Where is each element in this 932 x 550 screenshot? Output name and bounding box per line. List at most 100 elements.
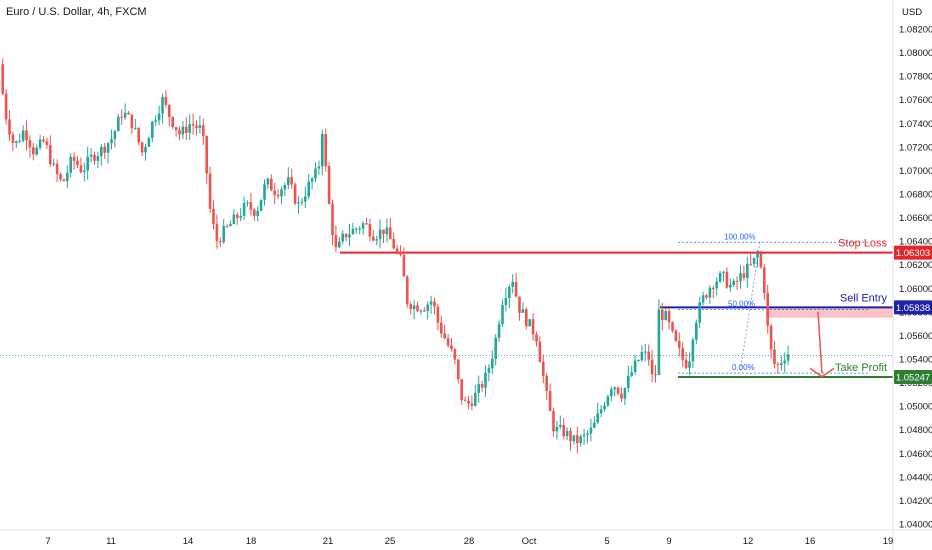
candle-body [239,215,242,218]
candle-body [246,202,249,204]
candle-body [637,360,640,362]
candle-body [164,97,168,105]
candle-body [684,359,688,368]
candle-body [647,351,650,360]
candle-body [630,372,633,376]
candle-body [695,322,698,340]
candle-body [674,330,678,341]
candle-body [620,393,623,399]
candle-body [759,253,763,268]
candle-body [242,203,246,216]
candle-body [21,130,25,141]
candle-body [1,64,4,94]
candle-body [123,112,127,118]
candle-body [586,433,589,435]
y-tick-label: 1.05000 [899,402,932,413]
candle-body [436,306,440,323]
level-name-label: Stop Loss [838,238,887,250]
candle-body [722,271,725,273]
candle-body [392,239,395,249]
candle-body [280,189,283,197]
candle-body [423,310,426,312]
candle-body [8,119,11,135]
candle-body [28,140,32,148]
candle-body [355,228,358,230]
candle-body [528,319,531,327]
candle-body [667,311,671,323]
candle-body [331,203,334,236]
candle-body [708,287,712,298]
candle-body [66,172,69,182]
candle-body [657,309,661,376]
candle-body [266,178,270,185]
candle-body [103,146,106,153]
x-tick-label: 25 [385,536,396,547]
candle-body [314,168,317,179]
candle-body [786,354,790,361]
candle-body [249,202,253,210]
candle-body [215,224,219,242]
candle-body [365,223,368,225]
candle-body [83,170,86,173]
candle-body [572,435,576,442]
candle-body [555,426,559,432]
candle-body [610,389,613,397]
candle-body [763,267,766,293]
candle-body [406,276,409,305]
candle-body [725,271,729,288]
candle-body [144,146,147,153]
candle-body [718,272,722,282]
candle-body [395,248,399,252]
x-tick-label: 11 [106,536,116,547]
candle-body [671,322,674,331]
candle-body [477,384,480,393]
candle-body [161,97,164,114]
candle-body [229,224,232,227]
candle-body [225,226,229,228]
candle-body [446,338,450,346]
y-tick-label: 1.06800 [899,190,932,201]
candle-body [769,325,773,350]
candle-body [52,163,55,165]
candle-body [640,352,644,361]
candle-body [137,127,140,143]
candle-body [378,229,382,240]
candle-body [746,263,749,278]
candle-body [304,196,307,202]
candle-body [100,146,103,157]
candle-body [375,239,378,241]
candle-body [701,295,705,303]
x-tick-label: 18 [246,536,257,547]
candle-body [297,202,300,204]
candle-body [491,358,494,369]
candle-body [15,141,18,143]
y-tick-label: 1.06000 [899,284,932,295]
candle-body [341,233,344,242]
candle-body [494,337,497,359]
candle-body [576,435,579,444]
candle-body [497,324,501,338]
candle-body [525,309,528,327]
candle-body [38,139,42,148]
candle-body [433,301,436,307]
candle-body [181,126,185,135]
candle-body [419,310,423,312]
candle-body [140,142,144,153]
level-name-label: Take Profit [835,362,887,374]
y-tick-label: 1.04000 [899,520,932,531]
candle-body [188,124,191,133]
candle-body [480,384,484,388]
candle-body [212,208,215,225]
candle-body [253,209,256,216]
price-tag-label: 1.05247 [896,373,930,384]
candle-body [732,280,735,285]
price-tag [894,245,932,260]
candle-body [157,113,161,121]
candle-body [117,116,120,132]
candle-body [443,333,446,339]
candle-body [599,409,603,414]
sell-zone [766,307,893,318]
candle-body [644,351,647,353]
candle-body [368,223,372,237]
